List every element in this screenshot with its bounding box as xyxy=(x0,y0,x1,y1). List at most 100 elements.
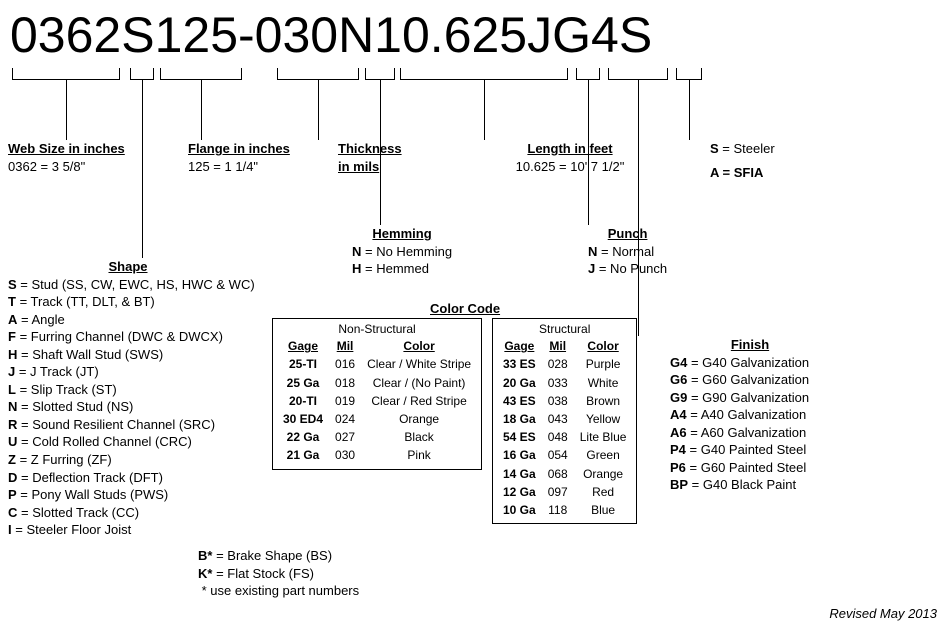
s-cell: 54 ES xyxy=(497,428,542,446)
thickness-subtitle: in mils xyxy=(338,158,402,176)
web-size-example: 0362 = 3 5/8" xyxy=(8,158,125,176)
web-size-title: Web Size in inches xyxy=(8,140,125,158)
s-cell: 038 xyxy=(542,392,574,410)
flange-example: 125 = 1 1/4" xyxy=(188,158,290,176)
ns-cell: Clear / Red Stripe xyxy=(361,392,477,410)
ns-cell: Clear / (No Paint) xyxy=(361,374,477,392)
s-cell: 048 xyxy=(542,428,574,446)
s-row-4: 54 ES048Lite Blue xyxy=(497,428,632,446)
flange-title: Flange in inches xyxy=(188,140,290,158)
bracket-length xyxy=(400,68,568,80)
ns-cell: Black xyxy=(361,428,477,446)
hemming-title: Hemming xyxy=(352,225,452,243)
s-cell: 054 xyxy=(542,446,574,464)
shape-item-0: S = Stud (SS, CW, EWC, HS, HWC & WC) xyxy=(8,276,268,294)
ns-cell: 22 Ga xyxy=(277,428,329,446)
bracket-finish xyxy=(608,68,668,80)
thickness-title: Thickness xyxy=(338,140,402,158)
s-cell: Green xyxy=(574,446,633,464)
s-cell: 43 ES xyxy=(497,392,542,410)
s-cell: White xyxy=(574,374,633,392)
s-cell: Brown xyxy=(574,392,633,410)
bracket-hemming xyxy=(365,68,395,80)
finish-item-0: G4 = G40 Galvanization xyxy=(670,354,830,372)
ns-row-5: 21 Ga030Pink xyxy=(277,446,477,464)
punch-block: Punch N = Normal J = No Punch xyxy=(588,225,667,278)
shape-title: Shape xyxy=(8,258,248,276)
s-cell: 12 Ga xyxy=(497,483,542,501)
s-row-6: 14 Ga068Orange xyxy=(497,465,632,483)
s-row-7: 12 Ga097Red xyxy=(497,483,632,501)
flange-block: Flange in inches 125 = 1 1/4" xyxy=(188,140,290,175)
finish-block: Finish G4 = G40 GalvanizationG6 = G60 Ga… xyxy=(670,336,830,494)
finish-item-2: G9 = G90 Galvanization xyxy=(670,389,830,407)
shape-item-11: D = Deflection Track (DFT) xyxy=(8,469,268,487)
shape-item-3: F = Furring Channel (DWC & DWCX) xyxy=(8,328,268,346)
s-row-8: 10 Ga118Blue xyxy=(497,501,632,519)
vline-hemming xyxy=(380,80,381,225)
length-example: 10.625 = 10' 7 1/2" xyxy=(480,158,660,176)
colorcode-ns-caption: Non-Structural xyxy=(277,321,477,337)
ns-cell: Orange xyxy=(361,410,477,428)
punch-item-1: J = No Punch xyxy=(588,260,667,278)
ns-cell: 019 xyxy=(329,392,361,410)
hemming-item-0: N = No Hemming xyxy=(352,243,452,261)
shape-block: Shape S = Stud (SS, CW, EWC, HS, HWC & W… xyxy=(8,258,268,539)
vline-thickness xyxy=(318,80,319,140)
s-cell: 10 Ga xyxy=(497,501,542,519)
ns-cell: 30 ED4 xyxy=(277,410,329,428)
vline-cert xyxy=(689,80,690,140)
s-cell: 033 xyxy=(542,374,574,392)
finish-title: Finish xyxy=(670,336,830,354)
shape-item-14: I = Steeler Floor Joist xyxy=(8,521,268,539)
vline-web xyxy=(66,80,67,140)
colorcode-structural: Structural Gage Mil Color 33 ES028Purple… xyxy=(492,318,637,524)
ns-row-3: 30 ED4024Orange xyxy=(277,410,477,428)
punch-item-0: N = Normal xyxy=(588,243,667,261)
colorcode-s-table: Gage Mil Color 33 ES028Purple20 Ga033Whi… xyxy=(497,337,632,519)
s-cell: Red xyxy=(574,483,633,501)
shape-list: S = Stud (SS, CW, EWC, HS, HWC & WC)T = … xyxy=(8,276,268,539)
vline-punch xyxy=(588,80,589,225)
cert-item-0: S = Steeler xyxy=(710,140,775,158)
vline-flange xyxy=(201,80,202,140)
ns-cell: 25 Ga xyxy=(277,374,329,392)
vline-shape xyxy=(142,80,143,258)
s-row-2: 43 ES038Brown xyxy=(497,392,632,410)
s-row-0: 33 ES028Purple xyxy=(497,355,632,373)
cert-item-1: A = SFIA xyxy=(710,164,775,182)
s-cell: 097 xyxy=(542,483,574,501)
s-cell: Lite Blue xyxy=(574,428,633,446)
ns-cell: 027 xyxy=(329,428,361,446)
finish-item-1: G6 = G60 Galvanization xyxy=(670,371,830,389)
hemming-item-1: H = Hemmed xyxy=(352,260,452,278)
ns-cell: 21 Ga xyxy=(277,446,329,464)
s-cell: 20 Ga xyxy=(497,374,542,392)
length-block: Length in feet 10.625 = 10' 7 1/2" xyxy=(480,140,660,175)
revised-note: Revised May 2013 xyxy=(829,605,937,623)
shape-item-8: R = Sound Resilient Channel (SRC) xyxy=(8,416,268,434)
s-cell: 118 xyxy=(542,501,574,519)
shape-footnote-1: K* = Flat Stock (FS) xyxy=(198,565,359,583)
shape-footnote-0: B* = Brake Shape (BS) xyxy=(198,547,359,565)
part-number: 0362S125-030N10.625JG4S xyxy=(10,2,652,70)
shape-item-13: C = Slotted Track (CC) xyxy=(8,504,268,522)
bracket-web xyxy=(12,68,120,80)
ns-row-1: 25 Ga018Clear / (No Paint) xyxy=(277,374,477,392)
ns-cell: Clear / White Stripe xyxy=(361,355,477,373)
s-cell: Orange xyxy=(574,465,633,483)
bracket-flange xyxy=(160,68,242,80)
s-cell: Blue xyxy=(574,501,633,519)
ns-row-2: 20-TI019Clear / Red Stripe xyxy=(277,392,477,410)
hemming-block: Hemming N = No Hemming H = Hemmed xyxy=(352,225,452,278)
bracket-shape xyxy=(130,68,154,80)
ns-row-4: 22 Ga027Black xyxy=(277,428,477,446)
colorcode-title: Color Code xyxy=(430,300,500,318)
bracket-thickness xyxy=(277,68,359,80)
vline-finish xyxy=(638,80,639,336)
shape-item-7: N = Slotted Stud (NS) xyxy=(8,398,268,416)
finish-list: G4 = G40 GalvanizationG6 = G60 Galvaniza… xyxy=(670,354,830,494)
ns-cell: 20-TI xyxy=(277,392,329,410)
finish-item-4: A6 = A60 Galvanization xyxy=(670,424,830,442)
ns-cell: 018 xyxy=(329,374,361,392)
